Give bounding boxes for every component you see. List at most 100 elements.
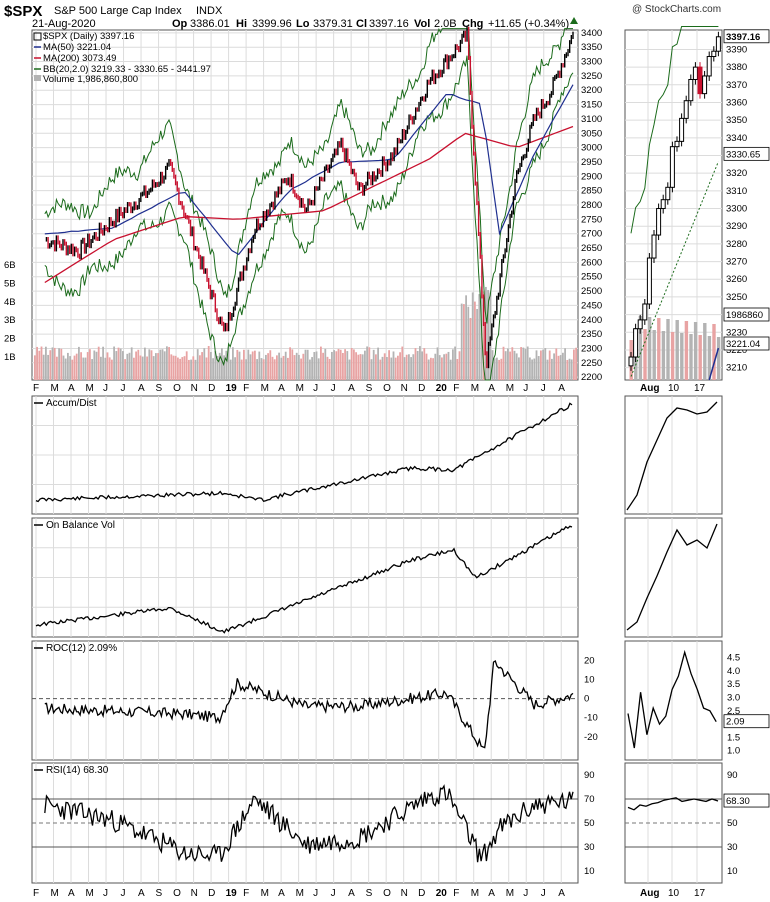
roc-tick-label: -10 — [584, 713, 598, 724]
volume-bar — [344, 349, 346, 380]
volume-bar — [111, 359, 113, 380]
volume-bar — [115, 351, 118, 380]
volume-bar — [342, 353, 344, 380]
month-label-top: A — [138, 383, 145, 394]
volume-bar — [339, 349, 342, 380]
volume-bar — [295, 352, 298, 380]
volume-bar — [196, 349, 199, 380]
volume-bar — [388, 350, 390, 380]
price-tick-label: 2700 — [581, 229, 602, 240]
volume-bar — [157, 353, 159, 380]
volume-bar — [128, 352, 131, 380]
zoom-volume-bar — [666, 319, 670, 380]
volume-bar — [122, 351, 124, 380]
volume-bar — [518, 357, 520, 380]
month-label-top: A — [558, 383, 565, 394]
volume-bar — [449, 359, 452, 380]
close-badge — [723, 29, 770, 44]
volume-bar — [482, 291, 485, 380]
volume-bar — [412, 354, 415, 380]
volume-bar — [289, 347, 291, 380]
volume-bar — [463, 304, 465, 380]
ticker-symbol: $SPX — [4, 3, 42, 20]
volume-bar — [256, 359, 258, 380]
roc-line — [44, 649, 717, 749]
volume-bar — [262, 359, 265, 380]
roc-label: ROC(12) 2.09% — [46, 643, 117, 654]
volume-bar — [227, 347, 230, 380]
bollinger-lower-line — [44, 55, 574, 381]
volume-bar — [320, 346, 322, 380]
month-label-bottom: M — [86, 888, 94, 899]
volume-bar — [423, 348, 426, 380]
volume-bar — [135, 351, 137, 380]
volume-bar — [414, 348, 417, 380]
price-tick-label: 2950 — [581, 157, 602, 168]
bb-mid-badge — [723, 146, 770, 161]
month-label-bottom: J — [121, 888, 126, 899]
zoom-volume-bar — [716, 337, 721, 380]
volume-bar — [425, 353, 428, 380]
zoom-roc-tick-label: 3.5 — [727, 679, 740, 690]
volume-bar — [562, 352, 564, 380]
month-label-top: D — [208, 383, 215, 394]
volume-bar — [553, 353, 555, 380]
zoom-candle-body — [683, 100, 689, 119]
rsi-badge-text: 68.30 — [726, 796, 750, 807]
zoom-date-label-bottom: 10 — [668, 888, 680, 899]
month-label-top: M — [261, 383, 269, 394]
zoom-price-tick-label: 3310 — [726, 186, 747, 197]
volume-bar — [141, 356, 144, 380]
month-label-top: 19 — [226, 383, 238, 394]
price-tick-label: 3050 — [581, 128, 602, 139]
volume-bar — [201, 352, 203, 380]
volume-bar — [568, 358, 571, 380]
month-label-top: J — [331, 383, 336, 394]
zoom-price-tick-label: 3320 — [726, 168, 747, 179]
volume-bar — [97, 346, 100, 380]
volume-label: Vol — [414, 18, 430, 30]
obv-label: On Balance Vol — [46, 520, 115, 531]
volume-bar — [432, 358, 434, 380]
volume-bar — [163, 351, 166, 380]
zoom-volume-bar — [703, 323, 707, 380]
volume-bar — [445, 353, 448, 380]
open-label: Op — [172, 18, 188, 30]
zoom-price-tick-label: 3380 — [726, 62, 747, 73]
zoom-candle-body — [656, 208, 662, 236]
month-label-bottom: F — [243, 888, 249, 899]
volume-bar — [390, 357, 393, 380]
month-label-top: N — [191, 383, 198, 394]
price-tick-label: 2550 — [581, 272, 602, 283]
zoom-volume-bar — [689, 334, 693, 380]
volume-bar — [381, 356, 384, 380]
stockcharts-watermark: @ StockCharts.com — [632, 4, 721, 15]
volume-bar — [531, 359, 533, 380]
volume-bar — [350, 347, 353, 380]
volume-bar — [229, 359, 232, 380]
zoom-obv-path — [626, 523, 718, 631]
volume-bar — [113, 346, 115, 380]
volume-bar — [73, 355, 76, 380]
volume-bar — [434, 353, 437, 380]
month-label-top: A — [68, 383, 75, 394]
volume-bar — [278, 352, 280, 380]
zoom-roc-tick-label: 4.5 — [727, 653, 740, 664]
month-label-top: M — [471, 383, 479, 394]
rsi-tick-label: 10 — [584, 866, 595, 877]
roc-badge — [723, 714, 770, 729]
volume-bar — [42, 354, 45, 380]
volume-bar — [304, 349, 307, 380]
zoom-candle-body — [702, 75, 708, 95]
volume-bar — [282, 355, 285, 380]
volume-bar — [69, 356, 71, 380]
month-label-top: F — [243, 383, 249, 394]
month-label-bottom: S — [156, 888, 163, 899]
zoom-price-tick-label: 3230 — [726, 327, 747, 338]
close-label: Cl — [356, 18, 367, 30]
zoom-price-tick-label: 3360 — [726, 97, 747, 108]
zoom-candle-body — [628, 356, 634, 367]
volume-bar — [240, 359, 243, 380]
roc-badge-text: 2.09 — [726, 717, 745, 728]
volume-bar — [546, 359, 549, 380]
